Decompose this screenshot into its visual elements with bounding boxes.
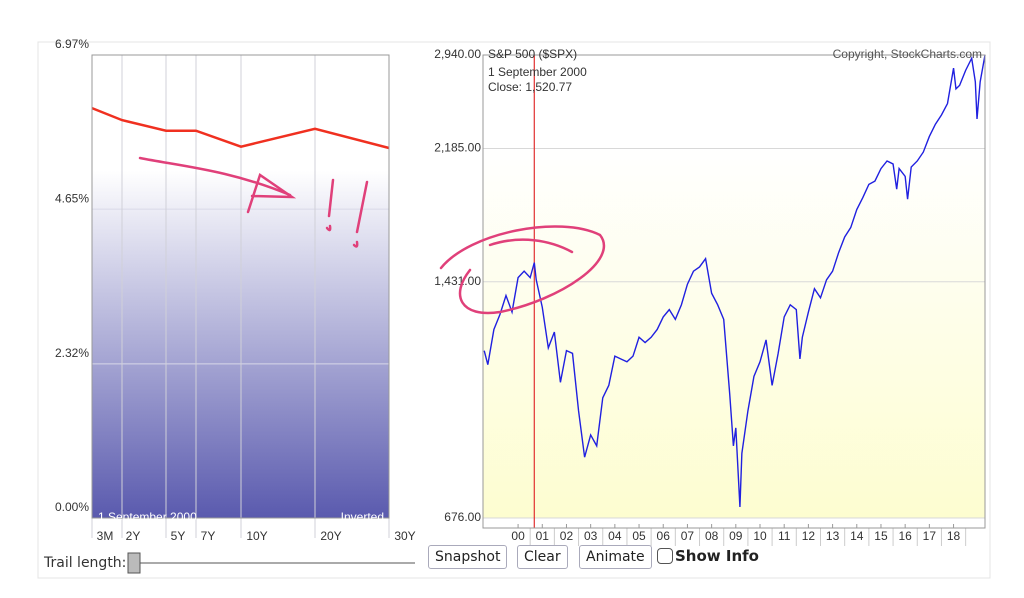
x-tick-label: 20Y (320, 529, 341, 543)
show-info-checkbox[interactable]: Show Info (657, 547, 759, 565)
animate-button[interactable]: Animate (579, 545, 652, 569)
yield-chart: 0.00% 2.32% 4.65% 6.97% 3M 2Y 5Y 7Y 10Y 20Y 30Y (55, 37, 416, 543)
x-tick-label: 11 (778, 529, 791, 543)
snapshot-button[interactable]: Snapshot (428, 545, 508, 569)
checkbox-label: Show Info (675, 547, 759, 565)
frame (37, 41, 991, 579)
x-tick-label: 18 (947, 529, 961, 543)
spx-title: S&P 500 ($SPX) (488, 47, 577, 61)
clear-button[interactable]: Clear (517, 545, 568, 569)
circle-scribble (439, 225, 606, 315)
spx-close-label: Close: 1,520.77 (488, 80, 572, 94)
yield-date-label: 1 September 2000 (98, 510, 197, 524)
x-tick-label: 14 (850, 529, 864, 543)
checkbox-box[interactable] (657, 548, 673, 564)
x-tick-label: 10 (753, 529, 767, 543)
x-tick-label: 05 (632, 529, 646, 543)
x-tick-label: 2Y (126, 529, 141, 543)
spx-plot-bg (483, 55, 985, 518)
y-tick-label: 6.97% (55, 37, 89, 51)
y-tick-label: 4.65% (55, 191, 89, 205)
spx-date-label: 1 September 2000 (488, 65, 587, 79)
arrow-stroke (138, 156, 292, 197)
x-tick-label: 5Y (171, 529, 186, 543)
x-tick-label: 16 (898, 529, 912, 543)
y-tick-label: 676.00 (444, 510, 481, 524)
x-tick-label: 02 (560, 529, 574, 543)
y-tick-label: 1,431.00 (434, 274, 481, 288)
x-tick-label: 03 (584, 529, 598, 543)
slider-handle[interactable] (127, 552, 141, 574)
spx-line (483, 54, 986, 508)
x-tick-label: 09 (729, 529, 743, 543)
yield-line (91, 106, 390, 150)
yield-mode-label: Inverted (341, 510, 384, 524)
handwritten-annotations (138, 156, 606, 315)
x-tick-label: 15 (874, 529, 888, 543)
x-tick-label: 13 (826, 529, 840, 543)
x-tick-label: 00 (511, 529, 525, 543)
y-tick-label: 2,185.00 (434, 141, 481, 155)
exclaim-2 (352, 180, 369, 248)
exclaim-1 (325, 178, 335, 232)
copyright: Copyright, StockCharts.com (833, 47, 982, 61)
arrow-head (246, 173, 297, 214)
x-tick-label: 7Y (201, 529, 216, 543)
x-tick-label: 3M (97, 529, 114, 543)
x-tick-label: 30Y (394, 529, 415, 543)
x-tick-label: 07 (681, 529, 695, 543)
y-tick-label: 0.00% (55, 500, 89, 514)
y-tick-label: 2,940.00 (434, 47, 481, 61)
x-tick-label: 04 (608, 529, 622, 543)
x-tick-label: 08 (705, 529, 719, 543)
spx-plot-border (482, 54, 986, 529)
x-tick-label: 10Y (246, 529, 267, 543)
y-tick-label: 2.32% (55, 346, 89, 360)
trail-label: Trail length: (43, 555, 126, 571)
x-tick-label: 17 (923, 529, 937, 543)
x-tick-label: 06 (657, 529, 671, 543)
x-tick-label: 12 (802, 529, 816, 543)
yield-plot-border (91, 54, 390, 519)
x-tick-label: 01 (536, 529, 550, 543)
